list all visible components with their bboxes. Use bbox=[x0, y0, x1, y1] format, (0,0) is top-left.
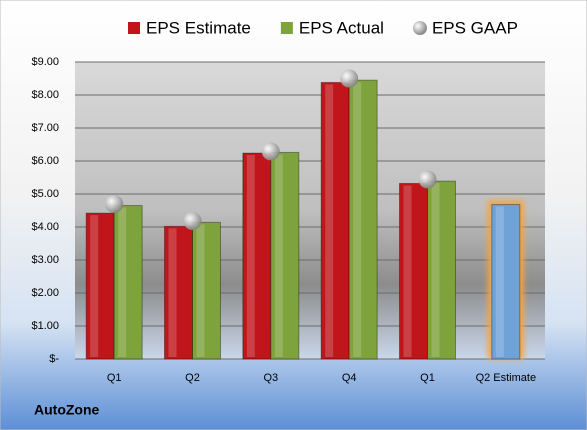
legend-marker bbox=[280, 22, 293, 34]
bar-shine bbox=[325, 84, 334, 358]
bar-shine bbox=[353, 82, 362, 358]
legend-label: EPS Actual bbox=[299, 18, 384, 37]
bar bbox=[113, 205, 143, 360]
bar-shine bbox=[118, 207, 127, 357]
x-tick-label: Q1 bbox=[107, 372, 122, 384]
bar-shine bbox=[403, 185, 412, 357]
bar bbox=[242, 152, 272, 360]
gaap-marker bbox=[340, 69, 359, 88]
bar bbox=[320, 81, 350, 360]
gaap-marker bbox=[261, 142, 280, 161]
bar-shine bbox=[274, 154, 283, 357]
x-tick-label: Q3 bbox=[263, 372, 278, 384]
bar-shine bbox=[246, 155, 255, 357]
x-tick-label: Q4 bbox=[342, 372, 357, 384]
y-tick-label: $2.00 bbox=[31, 287, 59, 299]
chart-title: AutoZone bbox=[34, 402, 100, 418]
x-tick-label: Q1 bbox=[420, 372, 435, 384]
y-tick-label: $4.00 bbox=[31, 221, 59, 233]
y-tick-label: $9.00 bbox=[31, 56, 59, 68]
x-tick-label: Q2 bbox=[185, 372, 200, 384]
bar-shine bbox=[168, 228, 177, 357]
bar bbox=[164, 225, 193, 360]
legend-label: EPS GAAP bbox=[432, 18, 518, 37]
legend-marker bbox=[128, 22, 140, 34]
y-tick-label: $- bbox=[49, 353, 59, 365]
bar-shine bbox=[196, 224, 205, 357]
legend-label: EPS Estimate bbox=[146, 18, 251, 37]
y-tick-label: $5.00 bbox=[31, 188, 59, 200]
gaap-marker bbox=[183, 212, 202, 231]
bar-shine bbox=[495, 206, 504, 357]
gaap-marker bbox=[105, 194, 124, 213]
bar bbox=[491, 204, 521, 360]
bar bbox=[348, 79, 378, 360]
bar bbox=[192, 221, 221, 360]
y-tick-label: $8.00 bbox=[31, 89, 59, 101]
legend-marker bbox=[412, 21, 427, 35]
y-tick-label: $1.00 bbox=[31, 320, 59, 332]
y-tick-label: $3.00 bbox=[31, 254, 59, 266]
bar-shine bbox=[90, 215, 99, 357]
bar bbox=[427, 180, 456, 360]
bar-shine bbox=[431, 183, 440, 357]
bar bbox=[270, 151, 300, 360]
y-tick-label: $6.00 bbox=[31, 155, 59, 167]
plot-area bbox=[75, 62, 545, 359]
y-tick-label: $7.00 bbox=[31, 122, 59, 134]
x-tick-label: Q2 Estimate bbox=[476, 372, 537, 384]
bar bbox=[399, 182, 428, 360]
gaap-marker bbox=[418, 170, 437, 189]
